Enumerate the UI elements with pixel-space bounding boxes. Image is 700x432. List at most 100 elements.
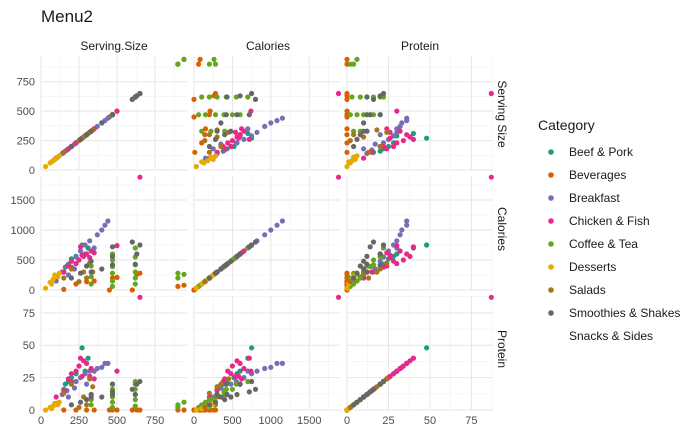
data-point xyxy=(274,360,280,366)
data-point xyxy=(361,120,367,126)
data-point xyxy=(129,287,135,293)
data-point xyxy=(246,355,252,361)
data-point xyxy=(191,96,197,102)
data-point xyxy=(88,391,94,398)
data-point xyxy=(279,218,285,224)
data-point xyxy=(377,381,383,387)
data-point xyxy=(488,174,494,180)
data-point xyxy=(351,143,357,150)
data-point xyxy=(279,360,285,366)
data-point xyxy=(202,279,208,285)
data-point xyxy=(424,135,430,141)
data-point xyxy=(410,244,416,250)
data-point xyxy=(109,112,116,118)
data-point xyxy=(109,244,116,250)
data-point xyxy=(68,381,74,387)
data-point xyxy=(410,136,416,142)
data-point xyxy=(344,96,350,102)
data-point xyxy=(206,143,212,150)
data-point xyxy=(132,245,138,251)
data-point xyxy=(77,355,84,361)
data-point xyxy=(245,94,251,100)
data-point xyxy=(211,56,217,63)
data-point xyxy=(43,407,49,413)
data-point xyxy=(132,391,138,398)
data-point xyxy=(364,128,370,134)
data-point xyxy=(82,242,88,248)
data-point xyxy=(68,371,74,377)
column-strip-label: Serving.Size xyxy=(80,39,148,53)
data-point xyxy=(374,269,380,275)
data-point xyxy=(49,159,55,165)
data-point xyxy=(109,262,116,268)
data-point xyxy=(390,143,397,150)
legend-key xyxy=(548,287,554,293)
data-point xyxy=(364,94,370,100)
data-point xyxy=(214,388,220,394)
data-point xyxy=(370,386,377,392)
data-point xyxy=(206,61,212,67)
data-point xyxy=(228,381,234,387)
data-point xyxy=(175,61,181,67)
data-point xyxy=(377,262,383,268)
data-point xyxy=(53,394,59,400)
data-point xyxy=(88,258,94,264)
data-point xyxy=(212,153,219,159)
data-point xyxy=(181,56,187,63)
data-point xyxy=(65,376,71,382)
data-point xyxy=(249,90,255,97)
data-point xyxy=(73,368,79,374)
data-point xyxy=(206,94,212,100)
data-point xyxy=(239,126,245,132)
y-tick-label: 0 xyxy=(29,165,35,177)
data-point xyxy=(212,112,219,118)
legend-key xyxy=(548,241,554,247)
data-point xyxy=(369,269,375,275)
data-point xyxy=(354,112,360,118)
data-point xyxy=(224,94,230,100)
data-point xyxy=(49,406,55,412)
data-point xyxy=(214,128,220,134)
data-point xyxy=(214,94,220,100)
data-point xyxy=(76,404,82,410)
data-point xyxy=(56,153,62,159)
data-point xyxy=(394,368,400,374)
data-point xyxy=(109,270,116,276)
data-point xyxy=(361,146,367,152)
data-point xyxy=(357,275,363,281)
data-point xyxy=(228,258,234,264)
data-point xyxy=(367,244,373,250)
data-point xyxy=(404,115,410,121)
row-strip-label: Calories xyxy=(495,207,509,251)
data-point xyxy=(199,128,205,134)
data-point xyxy=(181,271,187,277)
x-tick-label: 0 xyxy=(38,415,44,427)
data-point xyxy=(344,56,350,63)
x-tick-label: 500 xyxy=(108,415,126,427)
data-point xyxy=(344,149,350,155)
data-point xyxy=(52,272,58,278)
data-point xyxy=(109,381,116,387)
data-point xyxy=(367,112,373,118)
data-point xyxy=(347,61,353,67)
y-tick-label: 500 xyxy=(17,106,35,118)
data-point xyxy=(218,394,224,400)
data-point xyxy=(175,270,181,276)
data-point xyxy=(77,248,84,254)
data-point xyxy=(279,115,285,121)
data-point xyxy=(199,94,205,100)
data-point xyxy=(249,345,255,351)
data-point xyxy=(206,397,212,403)
data-point xyxy=(68,258,74,264)
data-point xyxy=(49,281,55,287)
data-point xyxy=(137,294,143,300)
y-tick-label: 50 xyxy=(23,340,35,352)
data-point xyxy=(399,120,405,126)
data-point xyxy=(77,136,84,142)
data-point xyxy=(226,376,232,382)
data-point xyxy=(225,140,231,146)
data-point xyxy=(206,132,212,138)
data-point xyxy=(109,257,116,263)
data-point xyxy=(233,381,239,387)
data-point xyxy=(224,391,230,398)
